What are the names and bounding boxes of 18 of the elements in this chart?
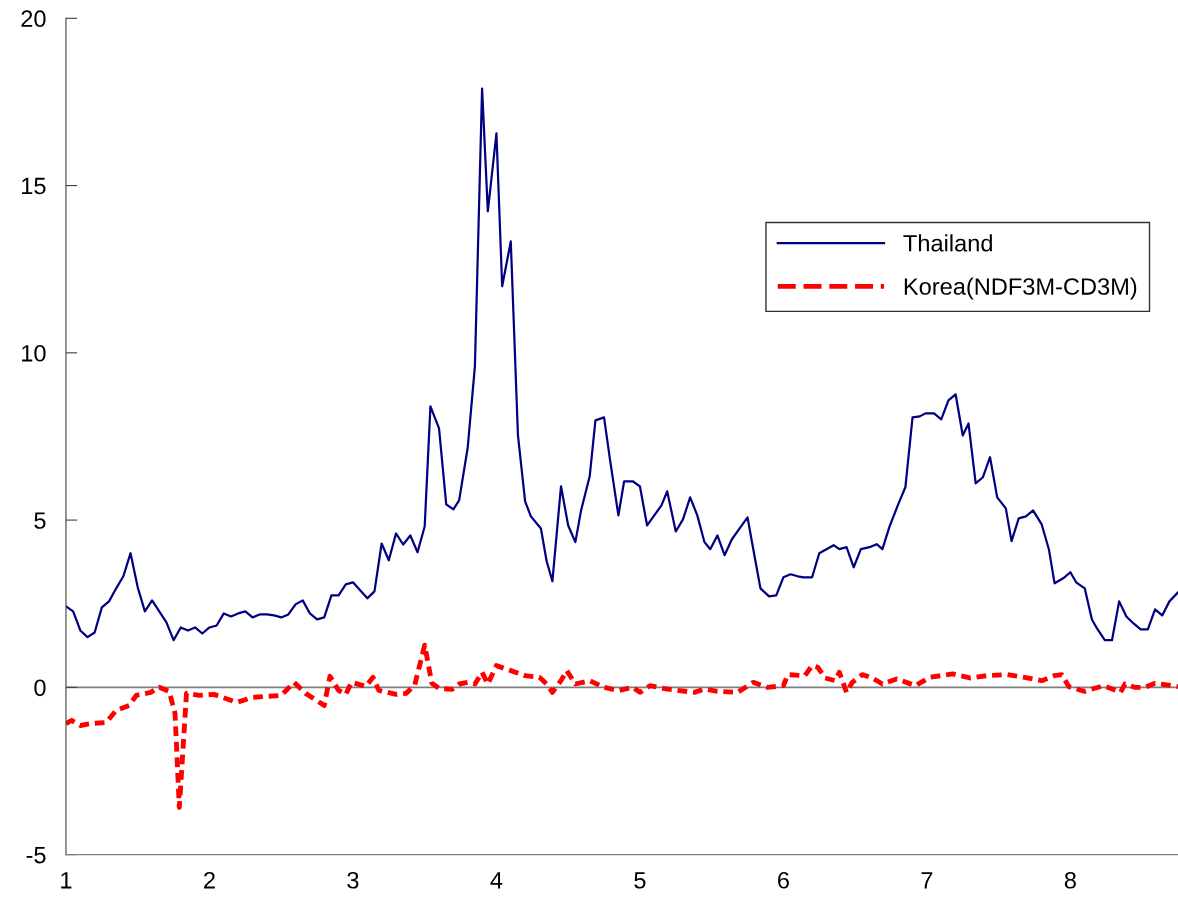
x-tick-label: 3	[347, 871, 359, 889]
y-tick-label: 20	[21, 10, 46, 28]
x-tick-label: 4	[490, 872, 503, 889]
x-tick-label: 6	[778, 871, 789, 889]
line-series	[65, 87, 1178, 642]
x-tick-label: 1	[61, 872, 72, 889]
line-series	[65, 642, 1178, 810]
x-tick-label: 8	[1064, 871, 1076, 889]
legend-label: Korea(NDF3M-CD3M)	[904, 277, 1137, 300]
legend-label: Thailand	[903, 234, 992, 252]
y-tick-label: 10	[22, 344, 46, 362]
x-tick-label: 5	[634, 872, 646, 889]
y-tick-label: 15	[22, 177, 46, 195]
y-tick-label: 5	[34, 512, 46, 529]
x-tick-label: 7	[921, 872, 933, 889]
y-tick-label: -5	[26, 846, 46, 864]
y-tick-label: 0	[34, 679, 46, 697]
x-tick-label: 2	[204, 871, 215, 889]
